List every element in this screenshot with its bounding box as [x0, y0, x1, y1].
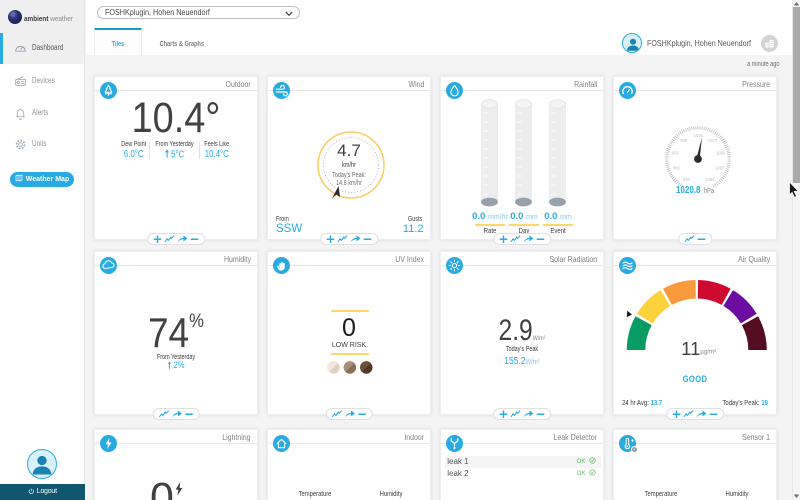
svg-text:948: 948: [683, 177, 691, 182]
svg-text:965: 965: [673, 166, 681, 171]
svg-text:1033: 1033: [708, 138, 718, 143]
svg-text:1067: 1067: [715, 166, 725, 171]
svg-text:1084: 1084: [705, 177, 715, 182]
svg-text:982: 982: [672, 151, 680, 156]
svg-text:1050: 1050: [716, 151, 726, 156]
svg-text:1016: 1016: [693, 133, 703, 138]
svg-text:999: 999: [680, 138, 688, 143]
